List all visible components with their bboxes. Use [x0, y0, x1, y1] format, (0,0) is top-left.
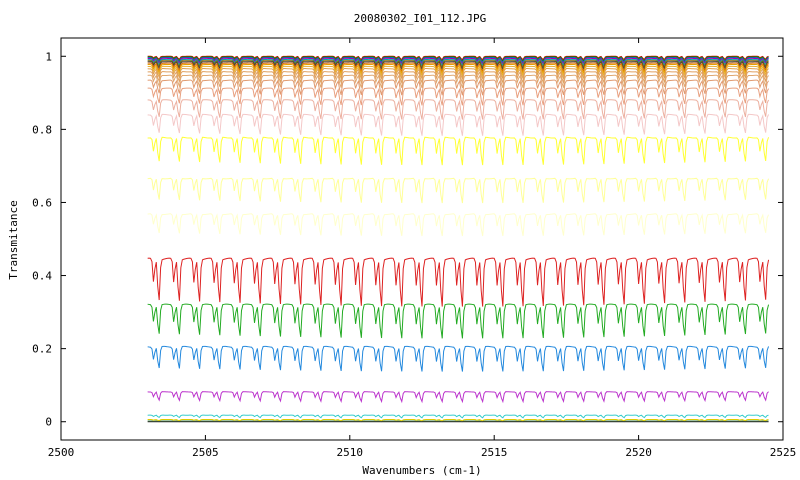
y-tick-label: 0.6 [32, 196, 52, 209]
y-tick-label: 0.8 [32, 123, 52, 136]
series-line [147, 136, 770, 166]
x-tick-label: 2510 [337, 446, 364, 459]
x-tick-label: 2520 [625, 446, 652, 459]
x-axis: 2500 2505 2510 2515 2520 2525 [48, 38, 797, 459]
series-line [147, 213, 770, 237]
series-layer [147, 55, 770, 423]
series-line [147, 414, 769, 419]
series-line [147, 177, 770, 204]
y-tick-label: 0.2 [32, 343, 52, 356]
x-tick-label: 2515 [481, 446, 508, 459]
series-line [147, 79, 769, 96]
x-tick-label: 2500 [48, 446, 75, 459]
y-tick-label: 0 [45, 416, 52, 429]
series-line [147, 391, 769, 404]
series-line [147, 70, 769, 85]
x-axis-label: Wavenumbers (cm-1) [362, 464, 481, 477]
series-line [147, 345, 770, 372]
y-tick-label: 0.4 [32, 270, 52, 283]
y-axis-label: Transmitance [7, 200, 20, 279]
x-tick-label: 2505 [192, 446, 219, 459]
series-line [147, 257, 770, 307]
plot-area [60, 37, 784, 441]
series-line [147, 99, 770, 120]
y-axis: 0 0.2 0.4 0.6 0.8 1 [32, 50, 783, 429]
series-line [147, 303, 770, 339]
y-tick-label: 1 [45, 50, 52, 63]
chart-title: 20080302_I01_112.JPG [354, 12, 486, 25]
series-line [147, 74, 769, 89]
series-line [147, 87, 770, 106]
series-line [147, 68, 769, 81]
series-line [147, 113, 770, 136]
series-line [147, 55, 769, 61]
series-line [147, 419, 769, 422]
x-tick-label: 2525 [770, 446, 797, 459]
